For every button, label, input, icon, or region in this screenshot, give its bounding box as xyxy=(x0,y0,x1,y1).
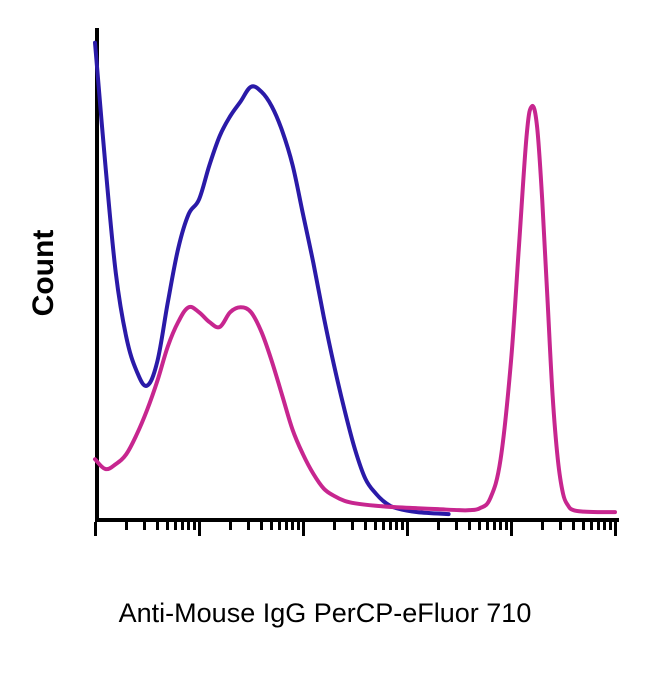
curves-layer xyxy=(0,0,650,686)
series-control xyxy=(95,43,449,514)
flow-cytometry-histogram: Count Anti-Mouse IgG PerCP-eFluor 710 xyxy=(0,0,650,686)
